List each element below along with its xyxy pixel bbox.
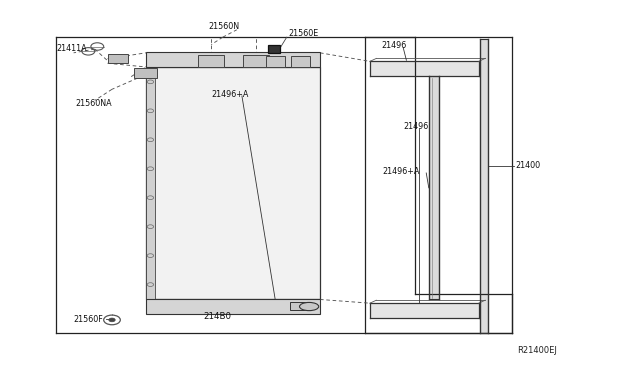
Bar bbox=[290, 302, 310, 310]
Text: 21560NA: 21560NA bbox=[76, 99, 112, 108]
Text: 21411A: 21411A bbox=[56, 44, 87, 53]
Text: 21496: 21496 bbox=[381, 41, 406, 50]
Text: R21400EJ: R21400EJ bbox=[517, 346, 557, 355]
Bar bbox=[146, 52, 320, 67]
Text: 21496: 21496 bbox=[403, 122, 428, 131]
Bar bbox=[134, 68, 157, 78]
Bar bbox=[291, 56, 310, 67]
Bar bbox=[146, 67, 155, 299]
Bar bbox=[370, 303, 479, 318]
Ellipse shape bbox=[300, 302, 319, 311]
Bar bbox=[146, 299, 320, 314]
Text: 21560N: 21560N bbox=[208, 22, 239, 31]
Text: 21560F: 21560F bbox=[74, 315, 103, 324]
Circle shape bbox=[109, 318, 115, 322]
Text: 21496+A: 21496+A bbox=[211, 90, 248, 99]
Bar bbox=[146, 67, 320, 299]
Bar bbox=[266, 56, 285, 67]
Bar bbox=[268, 45, 280, 53]
Bar bbox=[243, 55, 269, 67]
Text: 21400: 21400 bbox=[515, 161, 540, 170]
Bar bbox=[480, 39, 488, 333]
Bar bbox=[370, 61, 479, 76]
Bar bbox=[108, 54, 128, 63]
Text: 21560E: 21560E bbox=[288, 29, 318, 38]
Text: 214B0: 214B0 bbox=[204, 312, 232, 321]
Bar bbox=[429, 76, 439, 299]
Bar bbox=[198, 55, 224, 67]
Text: 21496+A: 21496+A bbox=[382, 167, 419, 176]
